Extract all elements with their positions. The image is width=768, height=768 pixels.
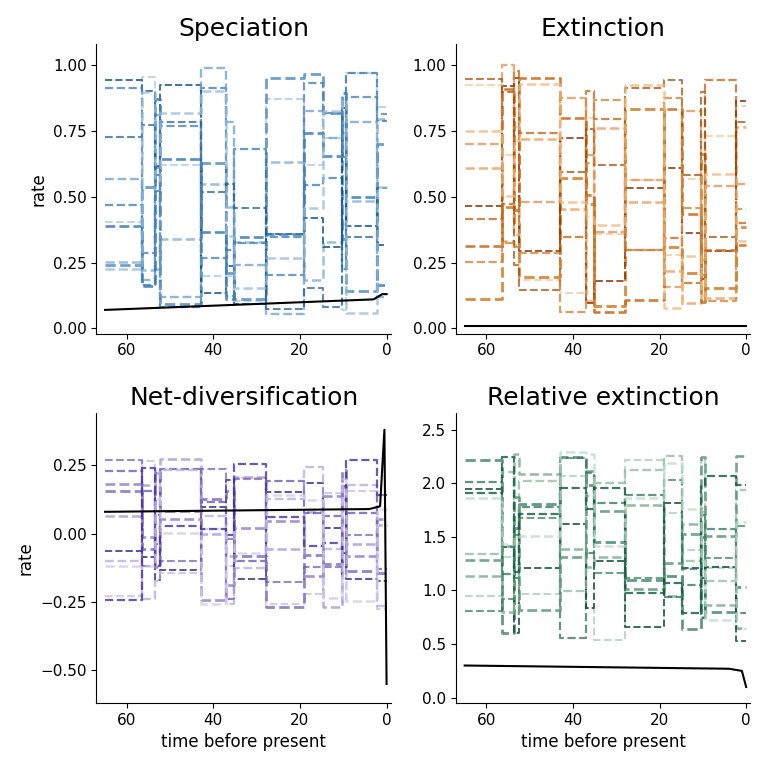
Title: Net-diversification: Net-diversification (129, 386, 359, 410)
Title: Extinction: Extinction (541, 17, 666, 41)
Title: Speciation: Speciation (178, 17, 310, 41)
Y-axis label: rate: rate (17, 541, 35, 575)
X-axis label: time before present: time before present (161, 733, 326, 751)
Y-axis label: rate: rate (29, 172, 48, 206)
Title: Relative extinction: Relative extinction (487, 386, 720, 410)
X-axis label: time before present: time before present (521, 733, 686, 751)
